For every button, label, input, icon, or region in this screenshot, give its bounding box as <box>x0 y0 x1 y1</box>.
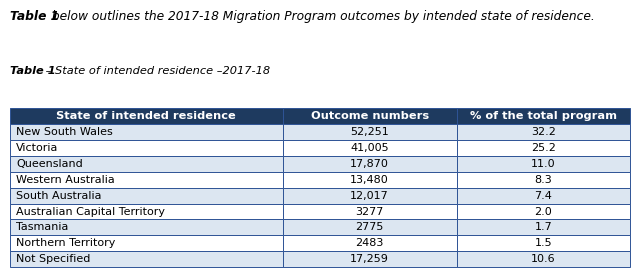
Text: 2.0: 2.0 <box>534 207 552 216</box>
Text: State of intended residence: State of intended residence <box>56 111 236 121</box>
Text: Outcome numbers: Outcome numbers <box>310 111 429 121</box>
Text: Western Australia: Western Australia <box>16 175 115 185</box>
Text: 52,251: 52,251 <box>350 127 389 137</box>
Text: New South Wales: New South Wales <box>16 127 113 137</box>
Text: 41,005: 41,005 <box>350 143 389 153</box>
Text: 7.4: 7.4 <box>534 191 552 201</box>
Text: Table 1: Table 1 <box>10 10 59 22</box>
Text: 17,870: 17,870 <box>350 159 389 169</box>
Text: % of the total program: % of the total program <box>470 111 617 121</box>
Text: – State of intended residence –2017-18: – State of intended residence –2017-18 <box>42 66 269 76</box>
Text: Queensland: Queensland <box>16 159 83 169</box>
Text: Australian Capital Territory: Australian Capital Territory <box>16 207 165 216</box>
Text: Victoria: Victoria <box>16 143 58 153</box>
Text: 11.0: 11.0 <box>531 159 556 169</box>
Text: 17,259: 17,259 <box>350 254 389 264</box>
Text: 1.7: 1.7 <box>534 222 552 232</box>
Text: 10.6: 10.6 <box>531 254 556 264</box>
Text: 13,480: 13,480 <box>350 175 389 185</box>
Text: 12,017: 12,017 <box>350 191 389 201</box>
Text: 2483: 2483 <box>355 238 384 248</box>
Text: 2775: 2775 <box>355 222 384 232</box>
Text: Northern Territory: Northern Territory <box>16 238 115 248</box>
Text: below outlines the 2017-18 Migration Program outcomes by intended state of resid: below outlines the 2017-18 Migration Pro… <box>47 10 595 22</box>
Text: 32.2: 32.2 <box>531 127 556 137</box>
Text: 3277: 3277 <box>355 207 384 216</box>
Text: Not Specified: Not Specified <box>16 254 90 264</box>
Text: Tasmania: Tasmania <box>16 222 68 232</box>
Text: Table 1: Table 1 <box>10 66 55 76</box>
Text: South Australia: South Australia <box>16 191 102 201</box>
Text: 8.3: 8.3 <box>534 175 552 185</box>
Text: 25.2: 25.2 <box>531 143 556 153</box>
Text: 1.5: 1.5 <box>534 238 552 248</box>
